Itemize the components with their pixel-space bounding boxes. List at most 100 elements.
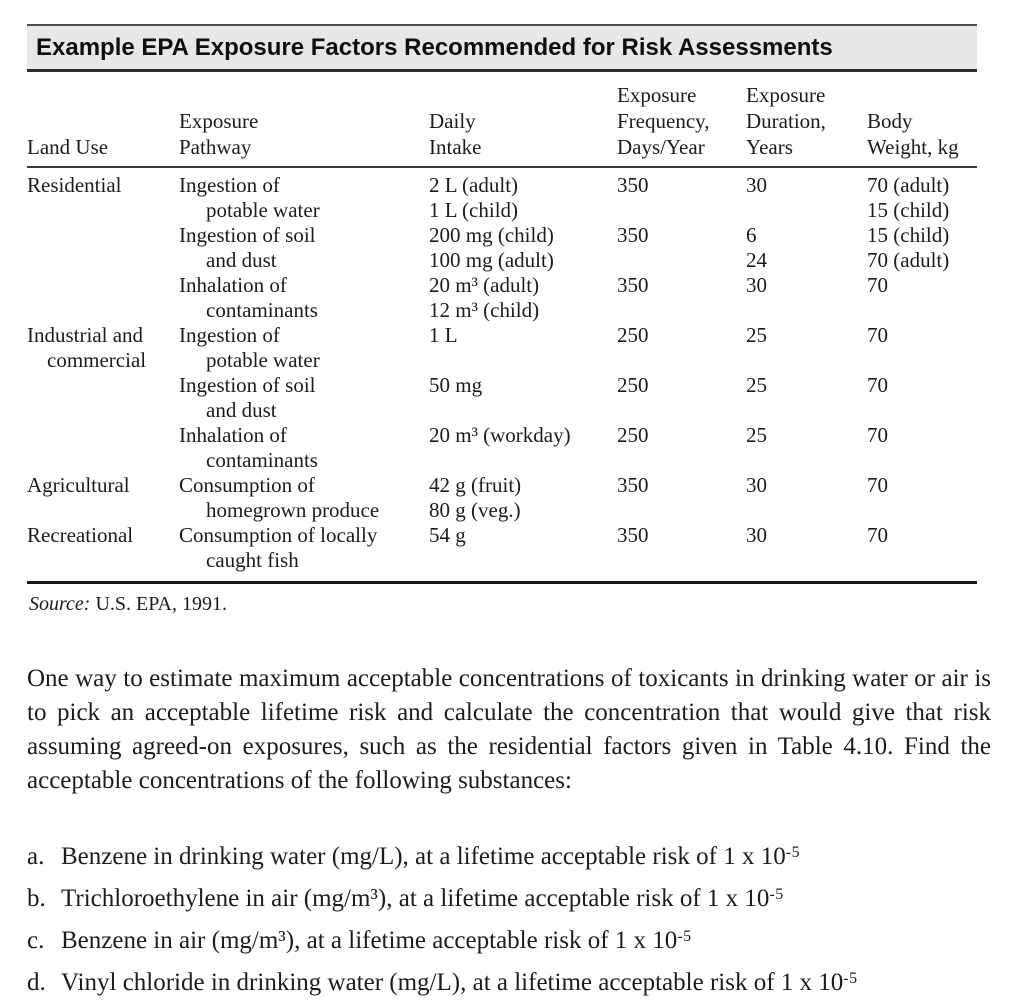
list-item-c: c. Benzene in air (mg/m³), at a lifetime … — [27, 918, 1024, 960]
table-cell: 350 — [617, 223, 649, 247]
header-line: Days/Year — [617, 135, 705, 159]
table-bottom-rule — [27, 581, 977, 584]
table-top-rule — [27, 24, 977, 26]
table-cell — [429, 348, 617, 373]
header-bottom-rule — [27, 166, 977, 168]
table-cell — [27, 398, 179, 423]
table-cell — [867, 298, 977, 323]
table-cell — [867, 448, 977, 473]
header-line: Weight, kg — [867, 135, 959, 159]
source-label: Source: — [29, 593, 91, 615]
table-cell: Inhalation of — [179, 423, 287, 447]
table-cell — [27, 373, 179, 398]
table-cell: contaminants — [206, 448, 318, 472]
item-text: Trichloroethylene in air (mg/m³), at a l… — [61, 885, 770, 912]
source-text: U.S. EPA, 1991. — [90, 593, 227, 615]
table-cell: 20 m³ (workday) — [429, 423, 571, 447]
item-marker: a. — [27, 843, 45, 870]
header-line: Exposure — [617, 83, 697, 107]
table-cell: 15 (child) — [867, 198, 950, 222]
table-cell: 25 — [746, 373, 767, 397]
table-cell — [429, 398, 617, 423]
table-cell: 25 — [746, 423, 767, 447]
table-cell — [27, 448, 179, 473]
table-cell — [617, 448, 746, 473]
table-cell: potable water — [206, 198, 320, 222]
table-cell: 50 mg — [429, 373, 483, 397]
table-cell: 12 m³ (child) — [429, 298, 540, 322]
table-cell — [27, 198, 179, 223]
header-line: Exposure — [746, 83, 826, 107]
table-cell — [746, 498, 867, 523]
table-cell — [867, 548, 977, 573]
table-cell: 25 — [746, 323, 767, 347]
table-cell — [429, 548, 617, 573]
table-cell: 30 — [746, 173, 767, 197]
table-cell — [867, 398, 977, 423]
item-text: Benzene in air (mg/m³), at a lifetime ac… — [61, 927, 678, 954]
table-cell — [867, 348, 977, 373]
table-cell — [617, 398, 746, 423]
list-item-d: d. Vinyl chloride in drinking water (mg/L… — [27, 960, 1024, 1002]
list-item-a: a. Benzene in drinking water (mg/L), at a… — [27, 834, 1024, 876]
item-exponent: -5 — [769, 886, 784, 903]
header-line: Daily — [429, 109, 476, 133]
table-cell: 1 L (child) — [429, 198, 519, 222]
header-line: Years — [746, 135, 793, 159]
column-header-land-use: Land Use — [27, 82, 179, 160]
table-cell — [617, 298, 746, 323]
header-line: Frequency, — [617, 109, 710, 133]
table-cell: 70 (adult) — [867, 173, 950, 197]
table-source: Source: U.S. EPA, 1991. — [27, 584, 977, 616]
table-cell: 24 — [746, 248, 767, 272]
table-cell: 70 (adult) — [867, 248, 950, 272]
table-cell: 70 — [867, 373, 888, 397]
table-cell: 70 — [867, 323, 888, 347]
table-cell — [746, 348, 867, 373]
table-cell — [746, 398, 867, 423]
column-header-exposure-duration: Exposure Duration, Years — [746, 82, 867, 160]
table-cell — [27, 498, 179, 523]
table-cell: 200 mg (child) — [429, 223, 554, 247]
table-cell: 70 — [867, 523, 888, 547]
table-cell: commercial — [47, 348, 147, 372]
table-cell — [867, 498, 977, 523]
column-header-daily-intake: Daily Intake — [429, 82, 617, 160]
table-cell: 80 g (veg.) — [429, 498, 521, 522]
table-cell: Consumption of — [179, 473, 315, 497]
table-cell — [27, 273, 179, 298]
table-cell — [746, 448, 867, 473]
header-line: Intake — [429, 135, 482, 159]
table-cell — [27, 248, 179, 273]
table-cell: Recreational — [27, 523, 134, 547]
table-title-band: Example EPA Exposure Factors Recommended… — [27, 26, 977, 69]
column-header-exposure-frequency: Exposure Frequency, Days/Year — [617, 82, 746, 160]
column-header-exposure-pathway: Exposure Pathway — [179, 82, 429, 160]
table-cell: Inhalation of — [179, 273, 287, 297]
table-cell — [746, 298, 867, 323]
table-cell: 30 — [746, 473, 767, 497]
table-cell: homegrown produce — [206, 498, 380, 522]
problem-list: a. Benzene in drinking water (mg/L), at a… — [27, 834, 1024, 1002]
table-cell: Industrial and — [27, 323, 144, 347]
exposure-factors-table: Example EPA Exposure Factors Recommended… — [27, 24, 977, 616]
table-cell — [617, 348, 746, 373]
table-cell: 70 — [867, 273, 888, 297]
table-cell — [429, 448, 617, 473]
table-cell: 250 — [617, 373, 649, 397]
table-cell: and dust — [206, 248, 277, 272]
table-body: Residential Ingestion of 2 L (adult) 350 30 7… — [27, 168, 977, 581]
table-cell — [617, 198, 746, 223]
table-cell: 42 g (fruit) — [429, 473, 522, 497]
table-cell — [27, 423, 179, 448]
table-cell: Consumption of locally — [179, 523, 378, 547]
table-cell: Agricultural — [27, 473, 130, 497]
table-cell: 350 — [617, 273, 649, 297]
table-cell — [617, 548, 746, 573]
table-cell — [617, 248, 746, 273]
table-cell: Residential — [27, 173, 122, 197]
table-cell: 350 — [617, 523, 649, 547]
table-cell: 350 — [617, 173, 649, 197]
table-cell — [27, 548, 179, 573]
